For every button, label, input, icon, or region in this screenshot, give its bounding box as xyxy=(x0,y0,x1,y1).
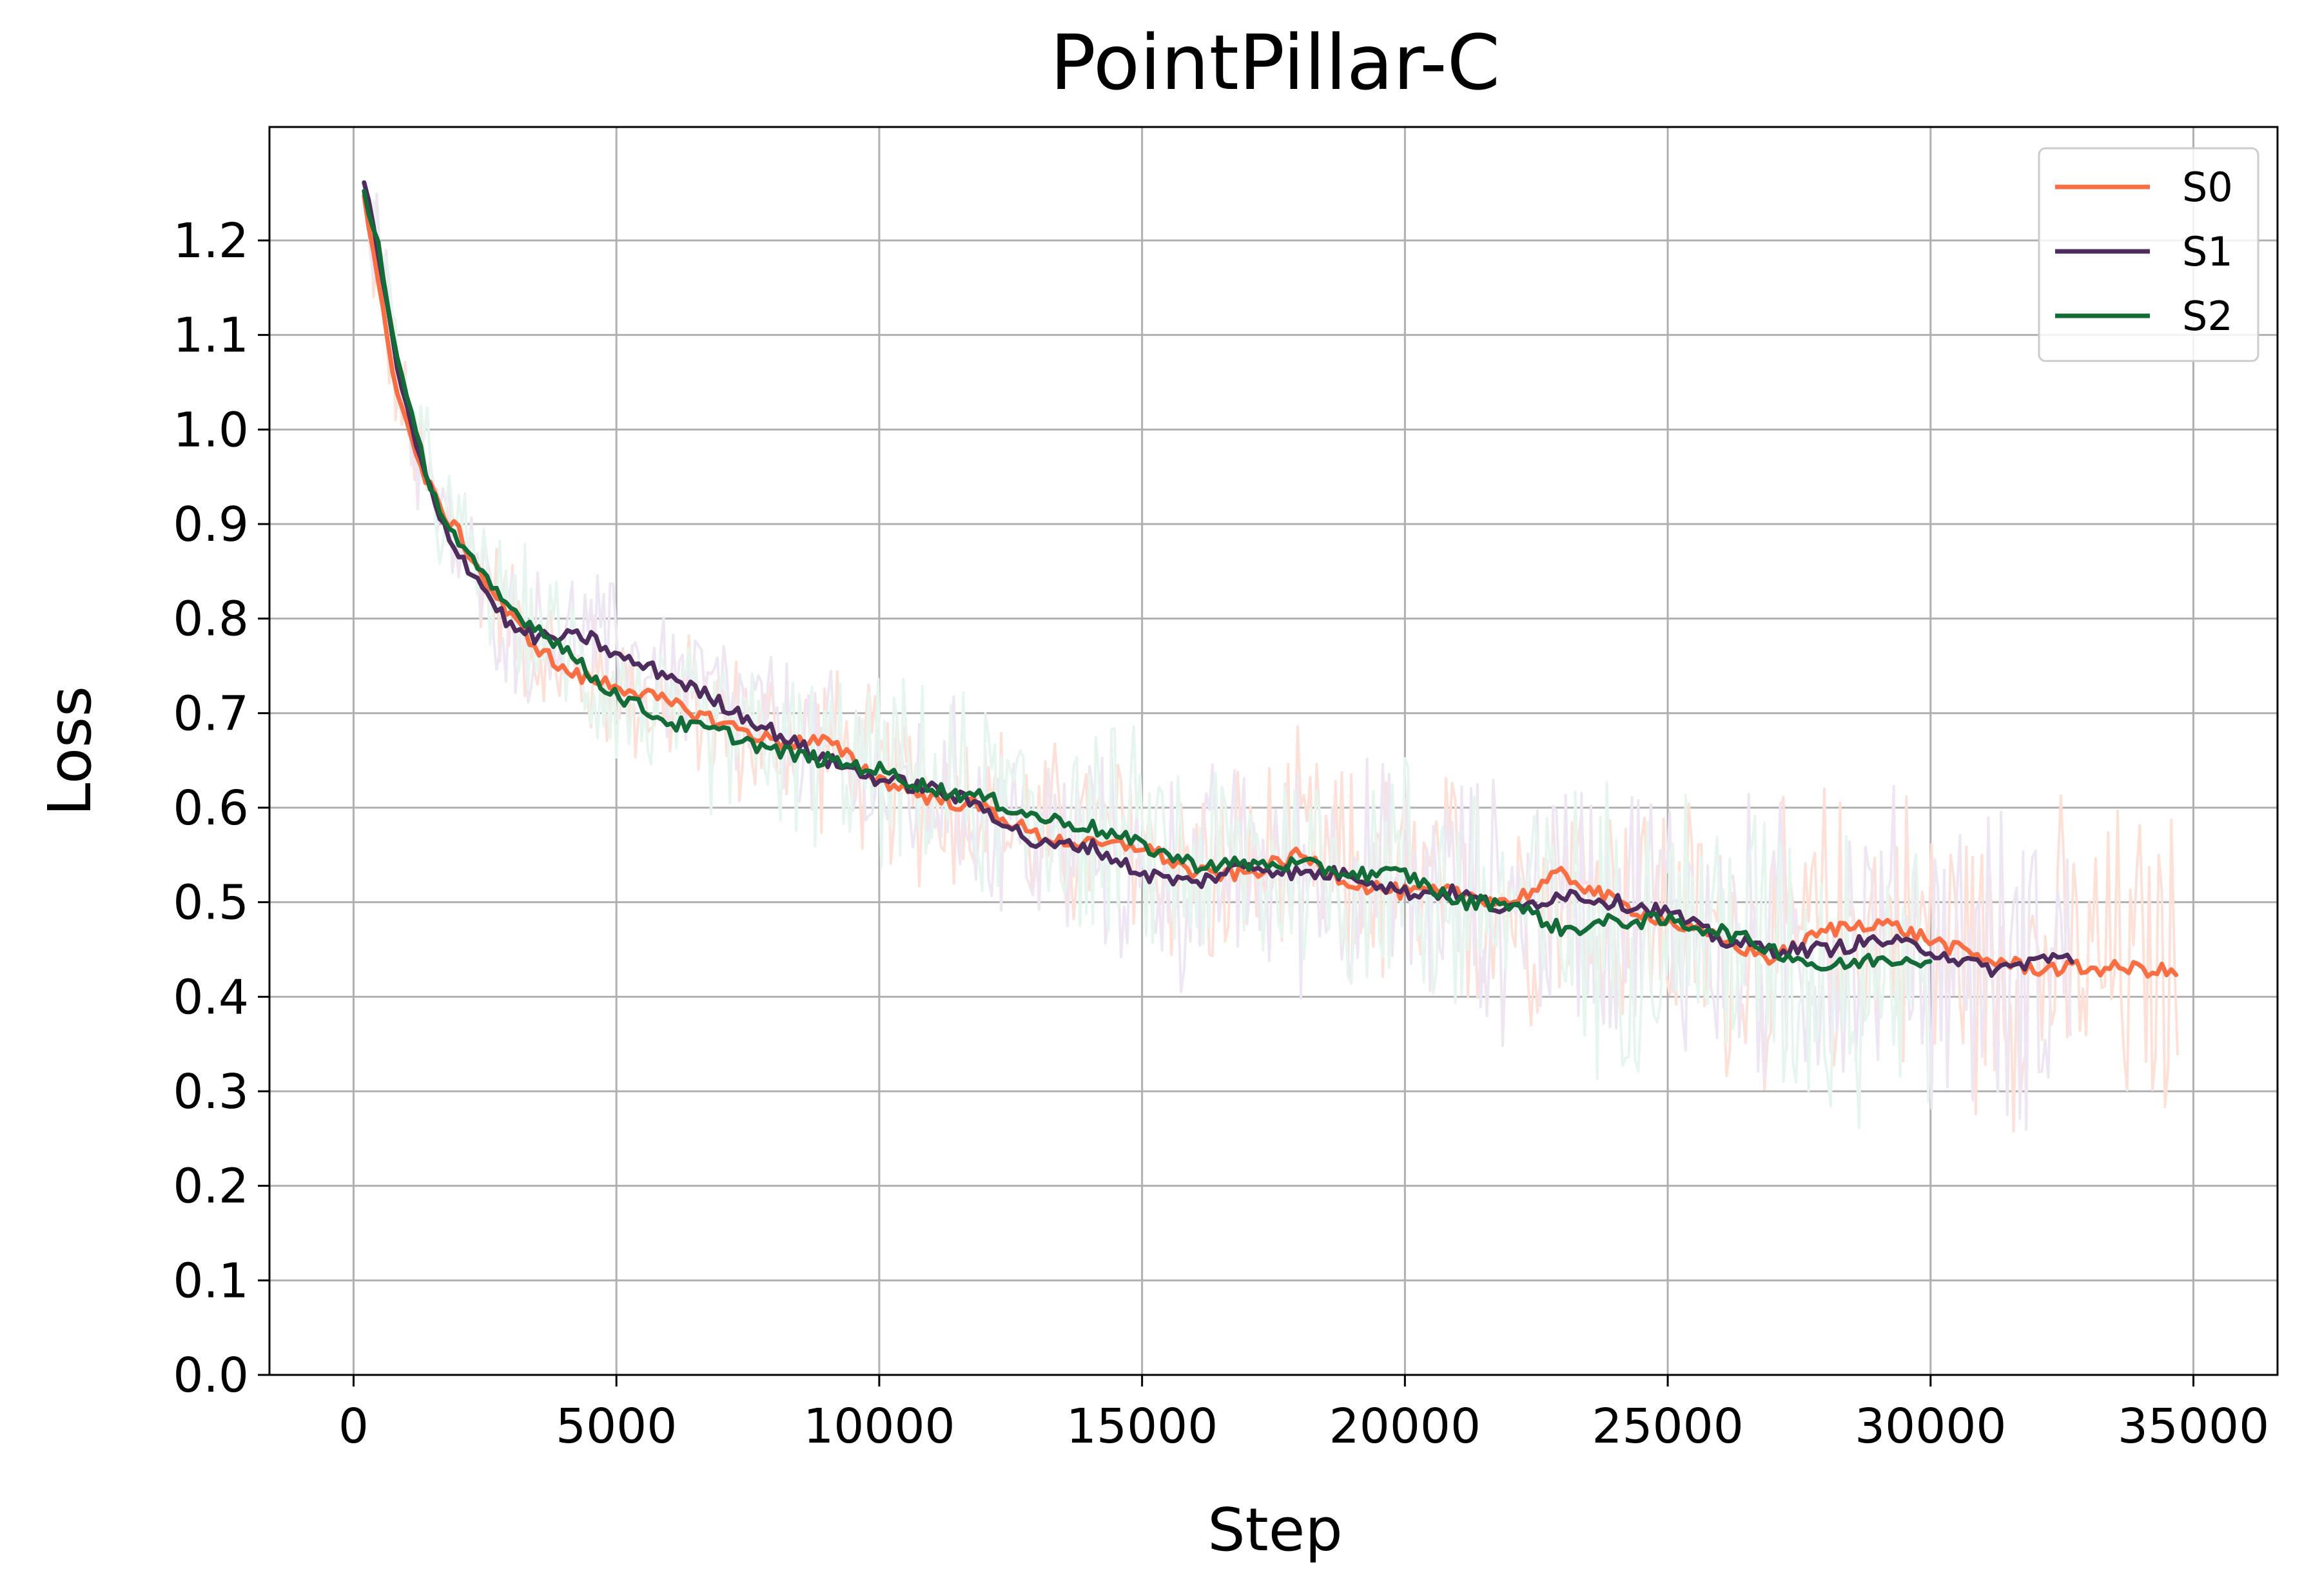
y-tick-label: 1.0 xyxy=(173,402,249,458)
x-tick-label: 35000 xyxy=(2118,1399,2269,1454)
y-axis-ticks: 0.0 0.1 0.2 0.3 0.4 0.5 0.6 0.7 0.8 0.9 1.0 1.1 1.2 xyxy=(173,213,269,1403)
raw-trace-s2 xyxy=(364,199,1930,1129)
legend-label-s2: S2 xyxy=(2182,293,2233,340)
y-tick-label: 0.8 xyxy=(173,592,249,647)
y-tick-label: 0.6 xyxy=(173,781,249,836)
x-tick-label: 25000 xyxy=(1592,1399,1743,1454)
y-tick-label: 0.0 xyxy=(173,1348,249,1403)
x-tick-label: 30000 xyxy=(1855,1399,2006,1454)
x-axis-ticks: 0 5000 10000 15000 20000 25000 30000 35000 xyxy=(338,1375,2269,1454)
legend-box xyxy=(2038,147,2259,362)
x-tick-label: 10000 xyxy=(803,1399,955,1454)
y-tick-label: 0.9 xyxy=(173,497,249,552)
x-tick-label: 20000 xyxy=(1329,1399,1481,1454)
series-lines xyxy=(362,180,2179,979)
y-tick-label: 0.3 xyxy=(173,1064,249,1120)
x-tick-label: 15000 xyxy=(1066,1399,1218,1454)
plot-area-frame xyxy=(268,126,2279,1376)
series-line-s2 xyxy=(362,189,1933,972)
y-tick-label: 0.2 xyxy=(173,1159,249,1214)
y-tick-label: 0.7 xyxy=(173,686,249,741)
x-axis-label: Step xyxy=(1207,1495,1342,1564)
legend-label-s1: S1 xyxy=(2182,228,2233,275)
y-axis-label: Loss xyxy=(35,686,104,816)
y-tick-label: 1.2 xyxy=(173,213,249,269)
x-tick-label: 5000 xyxy=(556,1399,677,1454)
x-tick-label: 0 xyxy=(338,1399,369,1454)
y-tick-label: 0.1 xyxy=(173,1253,249,1309)
legend-items: S0 S1 S2 xyxy=(2055,164,2233,340)
y-tick-label: 1.1 xyxy=(173,308,249,364)
y-tick-label: 0.5 xyxy=(173,875,249,931)
chart-title: PointPillar-C xyxy=(1050,18,1500,107)
y-tick-label: 0.4 xyxy=(173,969,249,1025)
legend-label-s0: S0 xyxy=(2182,164,2233,211)
legend: S0 S1 S2 xyxy=(2038,147,2259,362)
